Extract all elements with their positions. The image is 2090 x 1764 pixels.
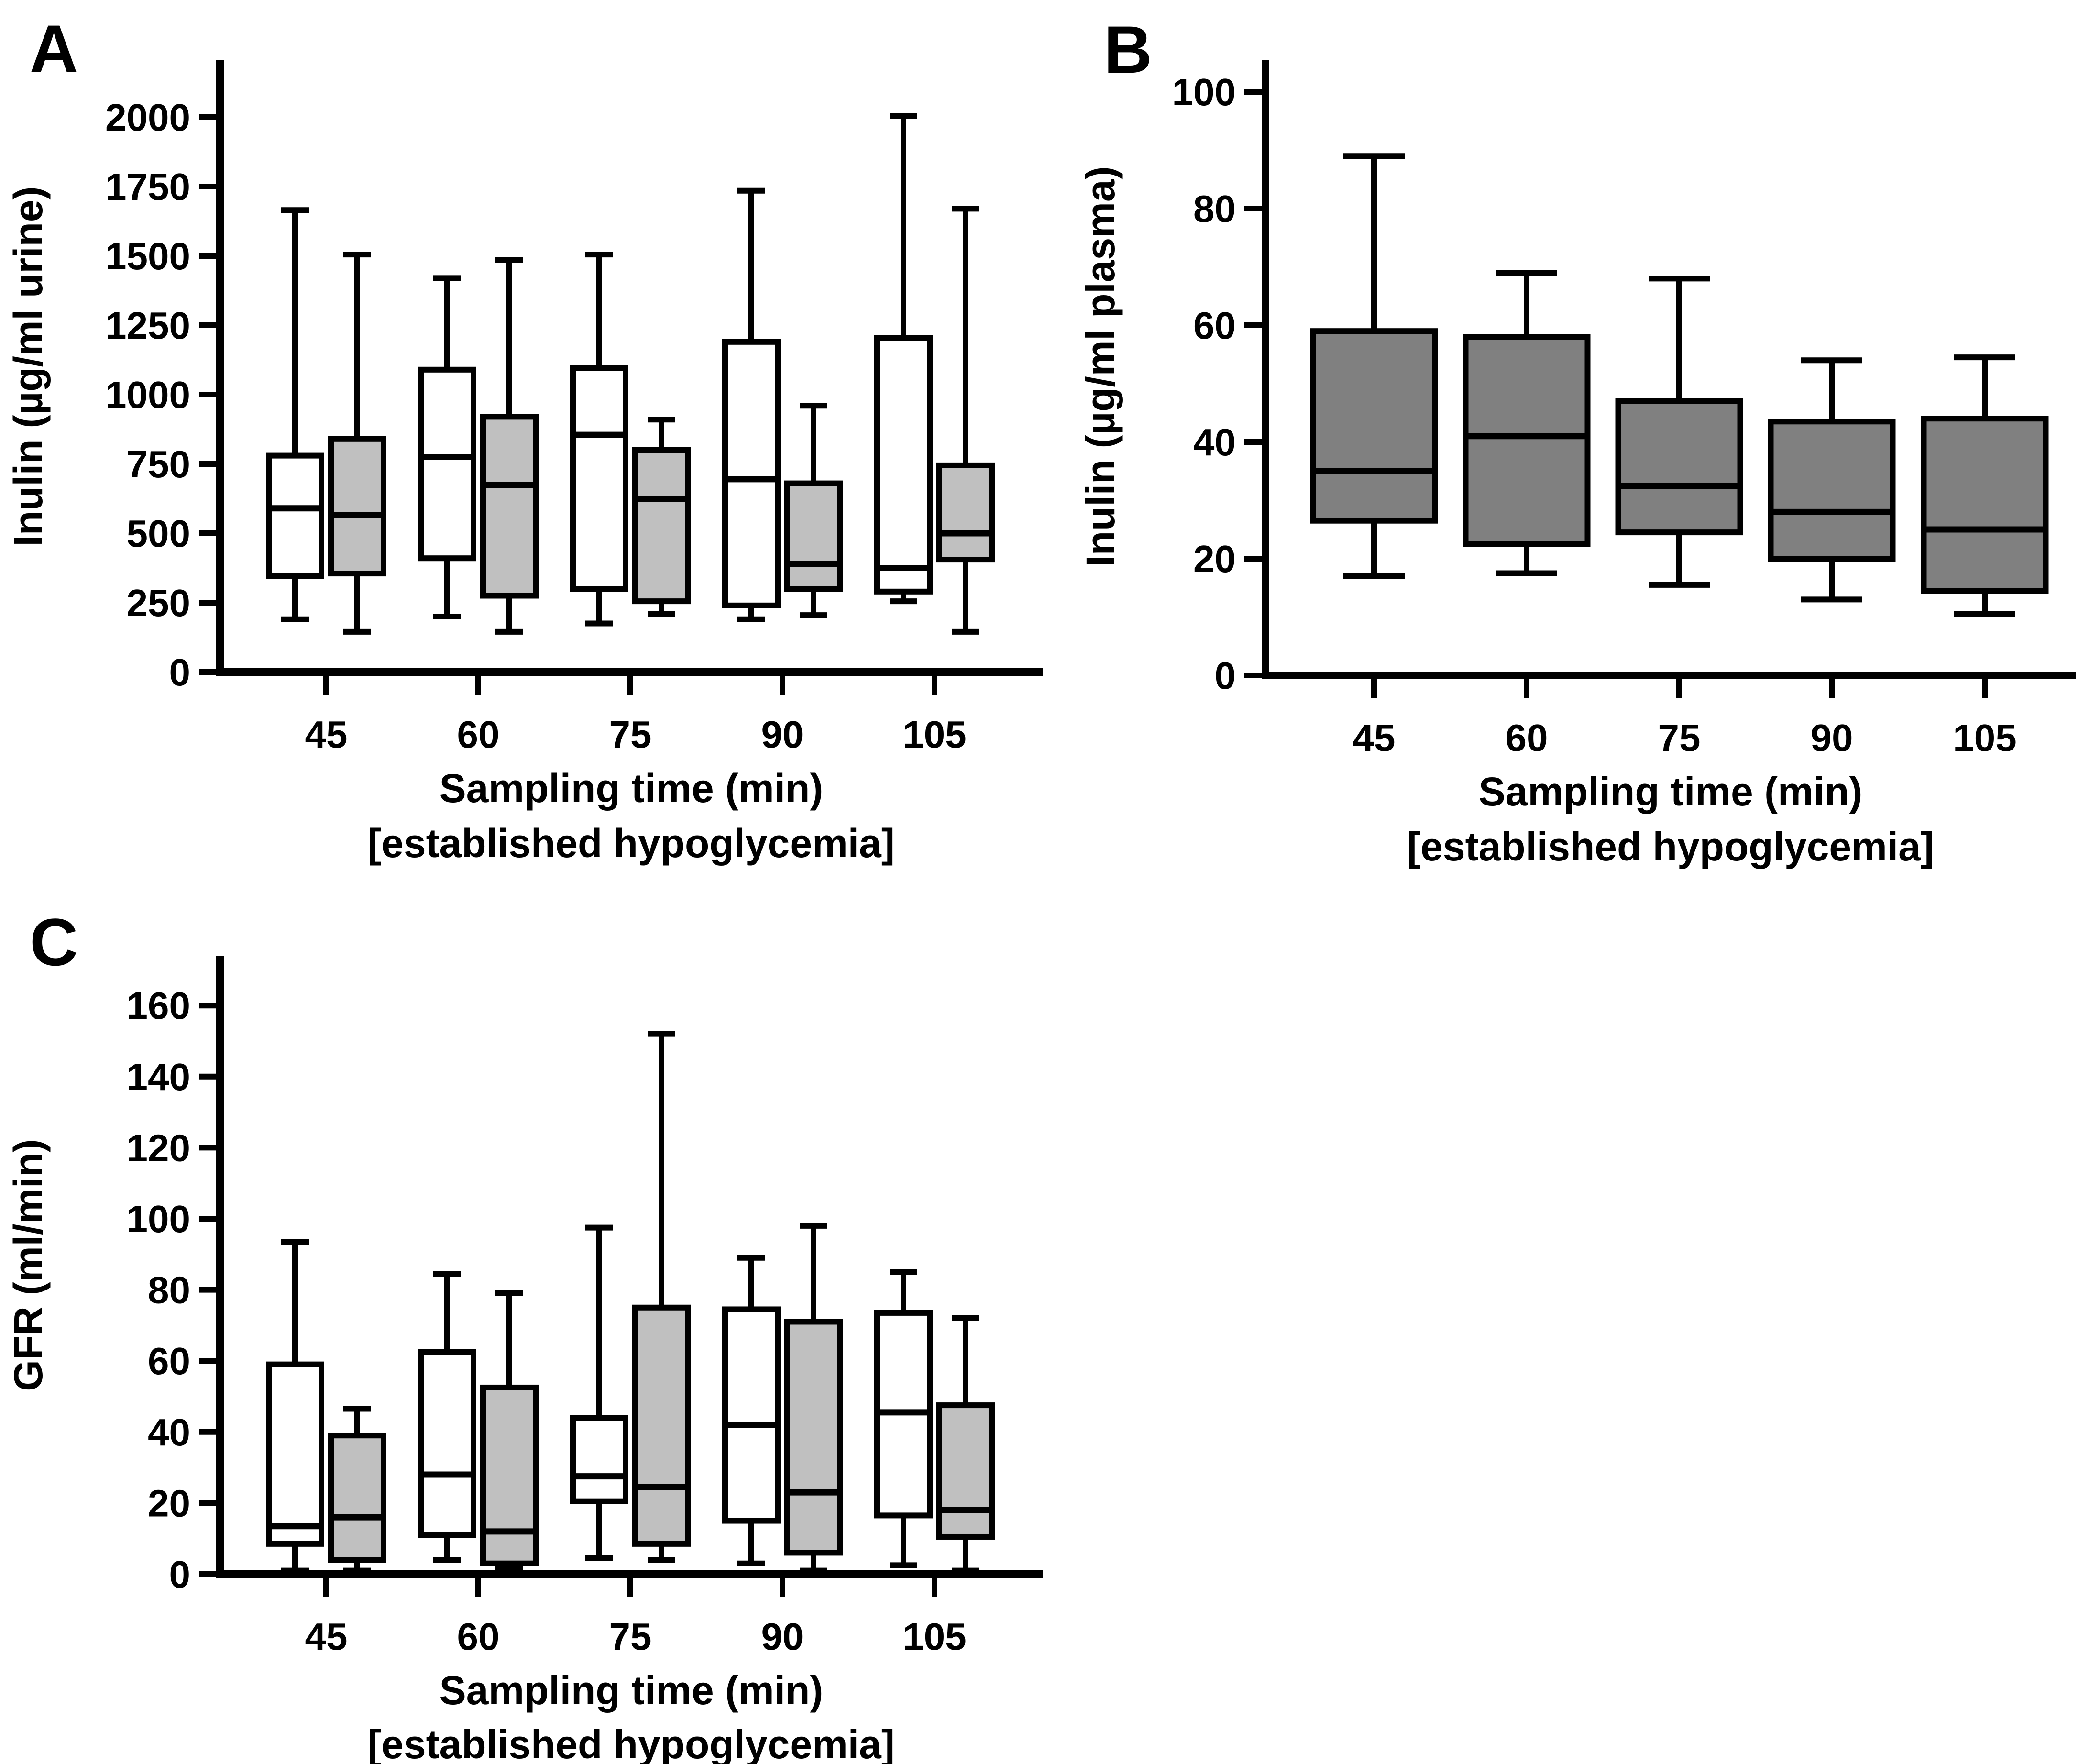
box-gray-45 [1310, 328, 1438, 524]
x-tick-label: 45 [305, 1615, 348, 1658]
y-tick-label: 140 [127, 1056, 190, 1098]
box-gray-60 [480, 414, 539, 599]
x-tick-label: 90 [761, 713, 804, 756]
panel-c-plot-area: 0 20 40 60 80 100 120 140 160 45 60 75 90 105 [127, 956, 1043, 1658]
x-tick-label: 105 [1953, 717, 2016, 759]
x-tick-label: 60 [457, 1615, 500, 1658]
y-tick-label: 750 [127, 443, 190, 485]
x-tick-label: 60 [457, 713, 500, 756]
panel-a-x-axis-title: Sampling time (min) [440, 766, 824, 811]
y-tick-label: 1500 [105, 235, 190, 277]
panel-c-x-axis-title: Sampling time (min) [440, 1668, 824, 1713]
box-gray-105 [1921, 416, 2049, 594]
box-gray-90 [784, 1319, 843, 1556]
y-tick-label: 100 [1172, 71, 1236, 113]
y-tick-label: 0 [169, 651, 191, 694]
y-tick-label: 1000 [105, 374, 190, 416]
y-tick-label: 20 [148, 1482, 190, 1524]
box-white-75 [570, 1415, 628, 1504]
panel-a-x-axis-subtitle: [established hypoglycemia] [368, 821, 895, 866]
panel-b-label: B [1104, 12, 1152, 87]
box-gray-90 [784, 480, 843, 592]
x-tick-label: 90 [761, 1615, 804, 1658]
panel-c-x-axis-subtitle: [established hypoglycemia] [368, 1722, 895, 1764]
y-tick-label: 60 [1193, 304, 1236, 347]
panel-b-y-axis-title: Inulin (µg/ml plasma) [1078, 166, 1123, 566]
y-tick-label: 40 [1193, 421, 1236, 463]
panel-c-label: C [30, 904, 78, 980]
y-tick-label: 60 [148, 1340, 190, 1382]
y-tick-label: 160 [127, 984, 190, 1027]
box-white-45 [266, 452, 324, 579]
panel-c-y-axis-title: GFR (ml/min) [6, 1139, 51, 1391]
y-tick-label: 0 [1215, 654, 1236, 697]
y-tick-label: 500 [127, 512, 190, 555]
x-tick-label: 45 [1353, 717, 1396, 759]
box-white-90 [722, 1306, 781, 1524]
y-tick-label: 2000 [105, 96, 190, 139]
panel-b-x-axis-subtitle: [established hypoglycemia] [1407, 824, 1934, 869]
box-gray-45 [328, 1433, 386, 1563]
box-white-60 [418, 366, 476, 562]
y-tick-label: 1250 [105, 304, 190, 347]
box-white-60 [418, 1349, 476, 1538]
box-gray-105 [936, 1402, 995, 1540]
panel-a-label: A [30, 11, 78, 86]
panel-a: A Inulin (µg/ml urine) Sampling time (mi… [6, 11, 1043, 866]
y-tick-label: 80 [1193, 187, 1236, 230]
box-gray-75 [1615, 398, 1743, 536]
box-white-105 [874, 335, 933, 595]
x-tick-label: 105 [902, 1615, 966, 1658]
box-gray-75 [632, 447, 691, 605]
y-tick-label: 0 [169, 1553, 191, 1596]
panel-a-plot-area: 0 250 500 750 1000 1250 1500 1750 2000 45 60 75 90 10… [105, 60, 1043, 756]
box-gray-90 [1768, 419, 1896, 562]
y-tick-label: 120 [127, 1126, 190, 1169]
y-tick-label: 40 [148, 1411, 190, 1454]
x-tick-label: 75 [609, 713, 652, 756]
box-gray-60 [1463, 334, 1591, 547]
panel-b-plot-area: 0 20 40 60 80 100 45 60 75 90 105 [1172, 60, 2076, 759]
x-tick-label: 60 [1506, 717, 1548, 759]
box-white-90 [722, 339, 781, 608]
panel-b: B Inulin (µg/ml plasma) Sampling time (m… [1078, 12, 2076, 869]
x-tick-label: 90 [1811, 717, 1853, 759]
box-gray-45 [328, 436, 386, 577]
panel-b-x-axis-title: Sampling time (min) [1479, 769, 1863, 814]
y-tick-label: 250 [127, 582, 190, 624]
x-tick-label: 105 [902, 713, 966, 756]
panel-a-y-axis-title: Inulin (µg/ml urine) [6, 186, 51, 546]
box-gray-75 [632, 1304, 691, 1547]
x-tick-label: 75 [1658, 717, 1701, 759]
y-tick-label: 20 [1193, 538, 1236, 580]
x-tick-label: 75 [609, 1615, 652, 1658]
box-gray-60 [480, 1384, 539, 1566]
box-gray-105 [936, 462, 995, 563]
y-tick-label: 80 [148, 1269, 190, 1312]
box-white-75 [570, 365, 628, 592]
panel-c: C GFR (ml/min) Sampling time (min) [esta… [6, 904, 1043, 1764]
y-tick-label: 1750 [105, 165, 190, 208]
box-white-45 [266, 1361, 324, 1547]
y-tick-label: 100 [127, 1198, 190, 1240]
x-tick-label: 45 [305, 713, 348, 756]
